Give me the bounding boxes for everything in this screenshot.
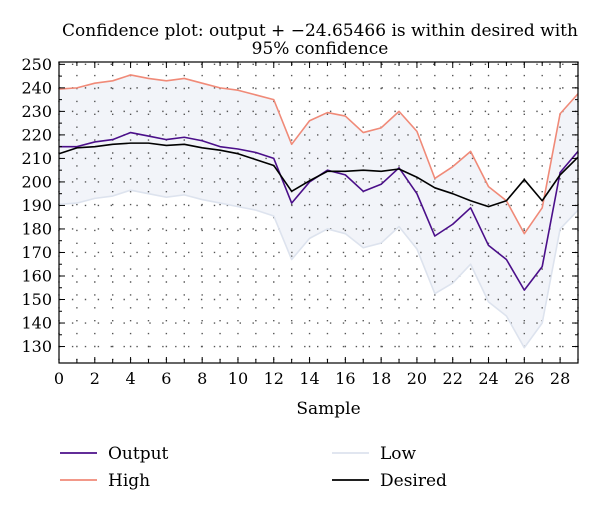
y-tick-label: 240	[21, 78, 52, 97]
series-line-low	[58, 189, 579, 349]
x-axis-label: Sample	[296, 399, 360, 419]
y-tick-label: 170	[21, 243, 52, 262]
chart-title-line-2: 95% confidence	[251, 39, 389, 59]
series-line-high	[58, 74, 579, 235]
legend-label-output: Output	[108, 444, 169, 464]
x-tick-label: 4	[125, 369, 135, 388]
x-tick-label: 10	[228, 369, 248, 388]
series-lines	[58, 74, 579, 349]
y-tick-label: 130	[21, 337, 52, 356]
x-tick-label: 20	[407, 369, 427, 388]
x-tick-label: 16	[335, 369, 355, 388]
x-tick-label: 18	[371, 369, 391, 388]
plot-frame	[58, 61, 579, 364]
x-tick-label: 28	[550, 369, 570, 388]
chart-title-line-1: Confidence plot: output + −24.65466 is w…	[62, 21, 578, 41]
confidence-band-fill	[59, 74, 578, 348]
y-tick-label: 190	[21, 196, 52, 215]
x-tick-label: 26	[514, 369, 534, 388]
x-tick-label: 24	[478, 369, 498, 388]
y-tick-label: 250	[21, 55, 52, 74]
y-tick-label: 180	[21, 219, 52, 238]
y-tick-label: 220	[21, 125, 52, 144]
legend: Output High Low Desired	[60, 444, 447, 491]
series-line-desired	[58, 142, 579, 208]
x-tick-label: 14	[299, 369, 319, 388]
x-tick-label: 8	[197, 369, 207, 388]
y-tick-label: 200	[21, 172, 52, 191]
axis-ticks	[58, 62, 579, 363]
axis-tick-labels: 0 2 4 6 8 10 12 14 16 18 20 22 24 26 28130140150160170…	[21, 55, 570, 388]
legend-label-high: High	[108, 471, 150, 491]
legend-label-low: Low	[380, 444, 417, 464]
confidence-band	[59, 74, 578, 348]
x-tick-label: 22	[443, 369, 463, 388]
y-tick-label: 210	[21, 149, 52, 168]
x-tick-label: 6	[161, 369, 171, 388]
y-tick-label: 160	[21, 266, 52, 285]
y-tick-label: 140	[21, 314, 52, 333]
x-tick-label: 0	[54, 369, 64, 388]
x-tick-label: 2	[90, 369, 100, 388]
x-tick-label: 12	[264, 369, 284, 388]
y-tick-label: 230	[21, 102, 52, 121]
legend-label-desired: Desired	[380, 471, 447, 491]
y-tick-label: 150	[21, 290, 52, 309]
